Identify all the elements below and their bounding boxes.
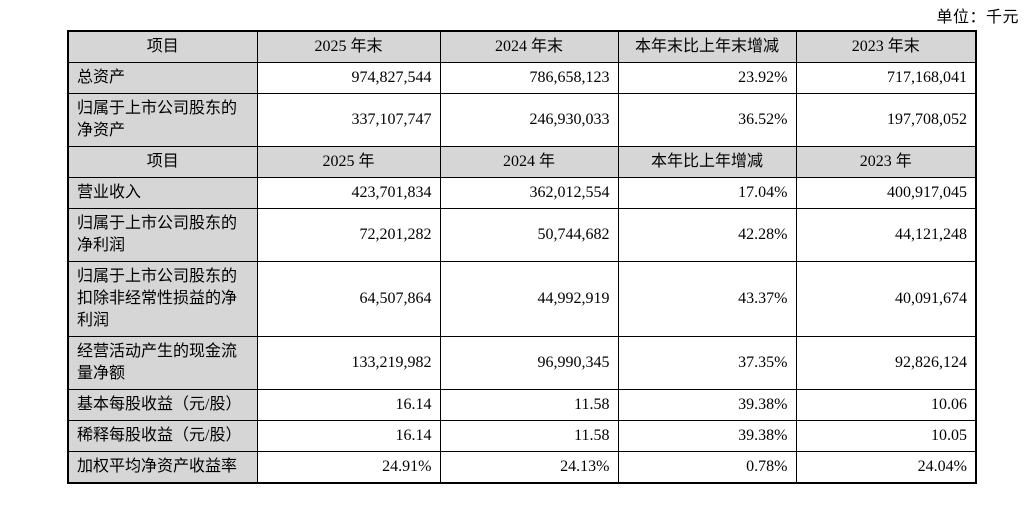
value-cell: 50,744,682: [439, 208, 619, 262]
column-header-cell: 项目: [67, 146, 258, 178]
table-header-row: 项目 2025 年 2024 年本年比上年增减 2023 年: [67, 146, 977, 178]
value-cell: 43.37%: [617, 261, 797, 337]
row-label-cell: 营业收入: [67, 177, 258, 209]
value-cell: 246,930,033: [439, 93, 619, 147]
financial-table-body: 项目 2025 年末 2024 年末 本年末比上年末增减 2023 年末 总资产 974,8…: [67, 30, 977, 484]
value-cell: 10.05: [795, 420, 977, 452]
value-cell: 44,121,248: [795, 208, 977, 262]
row-label-cell: 加权平均净资产收益率: [67, 451, 258, 484]
column-header-cell: 本年末比上年末增减: [617, 30, 797, 63]
column-header-cell: 2023 年: [795, 146, 977, 178]
value-cell: 92,826,124: [795, 336, 977, 390]
value-cell: 11.58: [439, 420, 619, 452]
unit-label: 单位：千元: [936, 9, 1019, 26]
table-row: 归属于上市公司股东的净资产 337,107,747 246,930,033 36.52…: [67, 93, 977, 147]
value-cell: 44,992,919: [439, 261, 619, 337]
table-row: 稀释每股收益（元/股） 16.14 11.58 39.38% 10.05: [67, 420, 977, 452]
value-cell: 974,827,544: [256, 62, 441, 94]
row-label-cell: 总资产: [67, 62, 258, 94]
row-label-cell: 经营活动产生的现金流量净额: [67, 336, 258, 390]
column-header-cell: 项目: [67, 30, 258, 63]
value-cell: 197,708,052: [795, 93, 977, 147]
value-cell: 39.38%: [617, 389, 797, 421]
value-cell: 24.04%: [795, 451, 977, 484]
table-row: 经营活动产生的现金流量净额 133,219,982 96,990,345 37.35%…: [67, 336, 977, 390]
value-cell: 64,507,864: [256, 261, 441, 337]
value-cell: 423,701,834: [256, 177, 441, 209]
value-cell: 16.14: [256, 389, 441, 421]
table-row: 营业收入 423,701,834 362,012,554 17.04% 400,917,…: [67, 177, 977, 209]
table-row: 加权平均净资产收益率 24.91% 24.13% 0.78% 24.04%: [67, 451, 977, 484]
value-cell: 96,990,345: [439, 336, 619, 390]
value-cell: 42.28%: [617, 208, 797, 262]
value-cell: 17.04%: [617, 177, 797, 209]
column-header-cell: 2025 年末: [256, 30, 441, 63]
value-cell: 24.13%: [439, 451, 619, 484]
table-row: 归属于上市公司股东的扣除非经常性损益的净利润 64,507,864 44,992,9…: [67, 261, 977, 337]
value-cell: 24.91%: [256, 451, 441, 484]
value-cell: 16.14: [256, 420, 441, 452]
value-cell: 717,168,041: [795, 62, 977, 94]
table-row: 归属于上市公司股东的净利润 72,201,282 50,744,682 42.28% 4…: [67, 208, 977, 262]
row-label-cell: 稀释每股收益（元/股）: [67, 420, 258, 452]
row-label-cell: 归属于上市公司股东的净资产: [67, 93, 258, 147]
table-header-row: 项目 2025 年末 2024 年末 本年末比上年末增减 2023 年末: [67, 30, 977, 63]
table-row: 总资产 974,827,544 786,658,123 23.92% 717,168,0…: [67, 62, 977, 94]
value-cell: 39.38%: [617, 420, 797, 452]
column-header-cell: 2024 年: [439, 146, 619, 178]
row-label-cell: 归属于上市公司股东的扣除非经常性损益的净利润: [67, 261, 258, 337]
value-cell: 400,917,045: [795, 177, 977, 209]
column-header-cell: 2024 年末: [439, 30, 619, 63]
table-row: 基本每股收益（元/股） 16.14 11.58 39.38% 10.06: [67, 389, 977, 421]
row-label-cell: 归属于上市公司股东的净利润: [67, 208, 258, 262]
value-cell: 11.58: [439, 389, 619, 421]
column-header-cell: 本年比上年增减: [617, 146, 797, 178]
financial-summary-table: 项目 2025 年末 2024 年末 本年末比上年末增减 2023 年末 总资产 974,8…: [67, 30, 977, 484]
value-cell: 362,012,554: [439, 177, 619, 209]
value-cell: 23.92%: [617, 62, 797, 94]
value-cell: 337,107,747: [256, 93, 441, 147]
value-cell: 36.52%: [617, 93, 797, 147]
value-cell: 40,091,674: [795, 261, 977, 337]
value-cell: 0.78%: [617, 451, 797, 484]
column-header-cell: 2025 年: [256, 146, 441, 178]
value-cell: 786,658,123: [439, 62, 619, 94]
value-cell: 10.06: [795, 389, 977, 421]
value-cell: 133,219,982: [256, 336, 441, 390]
value-cell: 37.35%: [617, 336, 797, 390]
column-header-cell: 2023 年末: [795, 30, 977, 63]
value-cell: 72,201,282: [256, 208, 441, 262]
row-label-cell: 基本每股收益（元/股）: [67, 389, 258, 421]
